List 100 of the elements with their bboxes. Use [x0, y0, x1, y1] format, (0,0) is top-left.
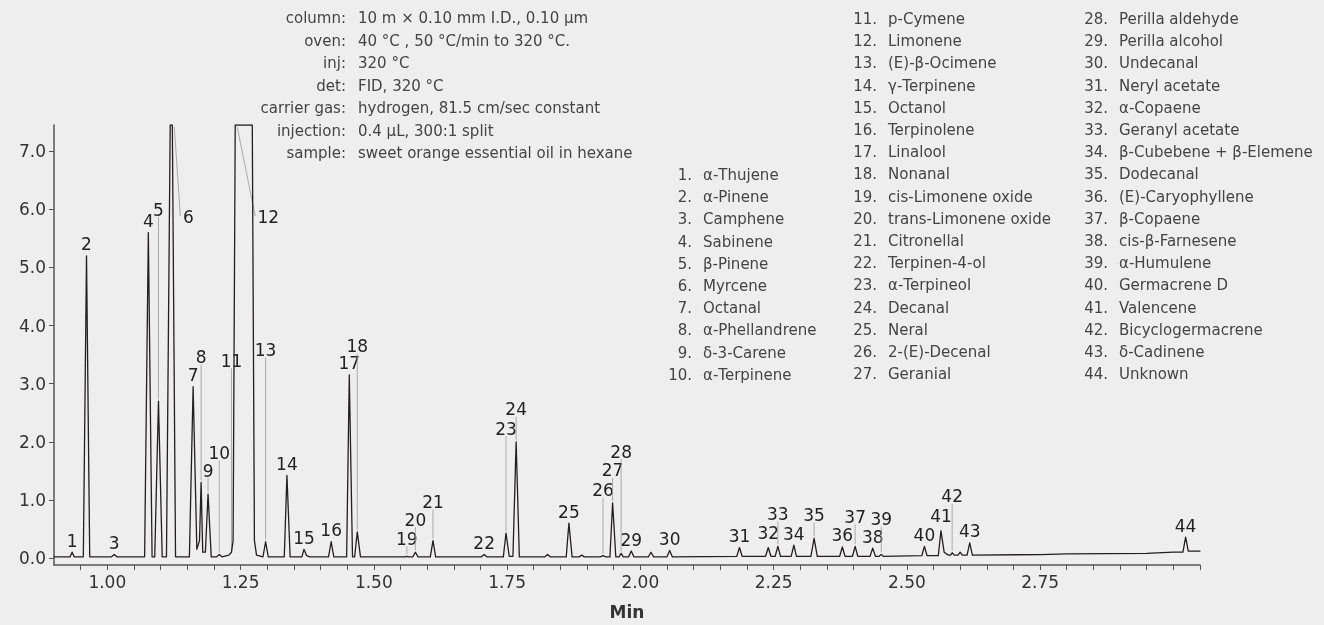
annotation: 19. cis-Limonene oxide — [853, 187, 1033, 206]
annotation: 17. Linalool — [853, 143, 946, 162]
annotation: 34 — [783, 523, 805, 544]
annotation: 5 — [153, 199, 164, 220]
annotation: 4. Sabinene — [677, 232, 773, 251]
annotation: 22 — [473, 533, 495, 554]
text: 11. p-Cymene — [853, 10, 965, 28]
x-tick-label: 1.25 — [221, 571, 260, 592]
annotation: 34. β-Cubebene + β-Elemene — [1084, 143, 1313, 162]
annotation: 14 — [276, 453, 298, 474]
annotation: 41 — [930, 506, 952, 527]
annotation: 2 — [81, 234, 92, 255]
annotation: 1. α-Thujene — [677, 166, 779, 184]
text: 31. Neryl acetate — [1084, 76, 1221, 95]
annotation: 43 — [958, 521, 981, 542]
annotation: 8 — [195, 346, 207, 367]
annotation: 9. δ-3-Carene — [677, 343, 787, 362]
annotation: 12 — [257, 206, 280, 227]
y-tick-label: 3.0 — [18, 373, 46, 394]
annotation: 25 — [558, 501, 580, 522]
annotation: 23. α-Terpineol — [853, 276, 972, 295]
annotation: 41. Valencene — [1084, 298, 1197, 317]
text: 28. Perilla aldehyde — [1084, 10, 1239, 28]
annotation: 3. Camphene — [677, 210, 785, 229]
x-tick-label: 2.75 — [1021, 571, 1060, 592]
annotation: 15 — [293, 527, 315, 548]
annotation: 40 — [913, 524, 936, 545]
text: column: 10 m × 0.10 mm I.D., 0.10 µm — [285, 9, 589, 27]
annotation: 37. β-Copaene — [1084, 209, 1201, 228]
y-tick-label: 5.0 — [18, 257, 46, 278]
annotation: 10. α-Terpinene — [668, 365, 792, 384]
annotation: 40. Germacrene D — [1084, 276, 1228, 295]
annotation: 5. β-Pinene — [677, 254, 769, 273]
annotation: 33. Geranyl acetate — [1084, 121, 1240, 139]
annotation: 1 — [66, 530, 78, 551]
annotation: 21. Citronellal — [853, 232, 964, 250]
x-tick-label: 2.50 — [887, 571, 926, 592]
annotation: 42. Bicyclogermacrene — [1084, 320, 1263, 339]
y-tick-label: 6.0 — [18, 199, 46, 220]
x-axis-title: Min — [609, 601, 645, 622]
y-tick-label: 4.0 — [18, 315, 46, 336]
annotation: 20. trans-Limonene oxide — [853, 209, 1052, 228]
text: 32. α-Copaene — [1084, 98, 1201, 117]
text: 15. Octanol — [853, 98, 946, 117]
text: oven: 40 °C , 50 °C/min to 320 °C. — [304, 31, 571, 50]
text: carrier gas: hydrogen, 81.5 cm/sec constant — [260, 99, 601, 117]
annotation: 27. Geranial — [853, 365, 952, 384]
annotation: 6. Myrcene — [677, 277, 767, 295]
annotation: 36 — [831, 525, 854, 546]
text: inj: 320 °C — [323, 54, 410, 72]
text: det: FID, 320 °C — [316, 76, 444, 95]
annotation: 29 — [620, 529, 643, 550]
annotation: 22. Terpinen-4-ol — [853, 254, 986, 273]
y-tick-label: 1.0 — [18, 489, 46, 510]
text: 14. γ-Terpinene — [853, 76, 976, 95]
x-tick-label: 1.00 — [88, 571, 127, 592]
annotation: 37 — [844, 506, 866, 527]
annotation: 39. α-Humulene — [1084, 254, 1212, 273]
annotation: 7 — [187, 365, 199, 386]
text: 12. Limonene — [853, 32, 962, 51]
y-tick-label: 2.0 — [18, 431, 46, 452]
annotation: 16. Terpinolene — [853, 121, 975, 139]
annotation: 30 — [658, 528, 681, 549]
annotation: 26. 2-(E)-Decenal — [853, 343, 991, 361]
annotation: 43. δ-Cadinene — [1084, 343, 1205, 361]
annotation: 8. α-Phellandrene — [677, 321, 817, 340]
annotation: 13 — [254, 340, 277, 361]
annotation: 36. (E)-Caryophyllene — [1084, 187, 1254, 206]
y-tick-label: 0.0 — [18, 548, 46, 569]
y-tick-label: 7.0 — [18, 141, 46, 162]
x-tick-label: 1.75 — [488, 571, 526, 592]
annotation: 38. cis-β-Farnesene — [1084, 232, 1237, 250]
annotation: 44. Unknown — [1084, 365, 1189, 384]
text: 30. Undecanal — [1084, 54, 1199, 73]
annotation: 25. Neral — [853, 320, 928, 339]
x-tick-label: 2.00 — [621, 571, 660, 592]
annotation: 19 — [396, 528, 418, 549]
text: 29. Perilla alcohol — [1084, 32, 1224, 51]
annotation: 24 — [505, 399, 527, 420]
annotation: 3 — [108, 533, 120, 554]
x-tick-label: 1.50 — [354, 571, 393, 592]
annotation: injection: 0.4 µL, 300:1 split — [276, 121, 494, 140]
annotation: 33 — [767, 503, 789, 524]
annotation: 42 — [941, 486, 963, 507]
annotation: 16 — [320, 520, 342, 541]
annotation: 7. Octanal — [677, 299, 761, 318]
annotation: 28 — [610, 441, 632, 462]
annotation: 24. Decanal — [853, 298, 950, 317]
annotation: 44 — [1174, 515, 1197, 536]
annotation: 23 — [495, 418, 517, 439]
annotation: sample: sweet orange essential oil in hexane — [286, 144, 633, 162]
annotation: 35 — [803, 504, 825, 525]
annotation: 26 — [592, 480, 614, 501]
annotation: 35. Dodecanal — [1084, 165, 1199, 184]
annotation: 31 — [728, 526, 751, 547]
text: 13. (E)-β-Ocimene — [853, 54, 997, 73]
annotation: 4 — [142, 211, 154, 232]
annotation: 6 — [182, 206, 194, 227]
x-tick-label: 2.25 — [754, 571, 793, 592]
annotation: 2. α-Pinene — [677, 188, 769, 207]
